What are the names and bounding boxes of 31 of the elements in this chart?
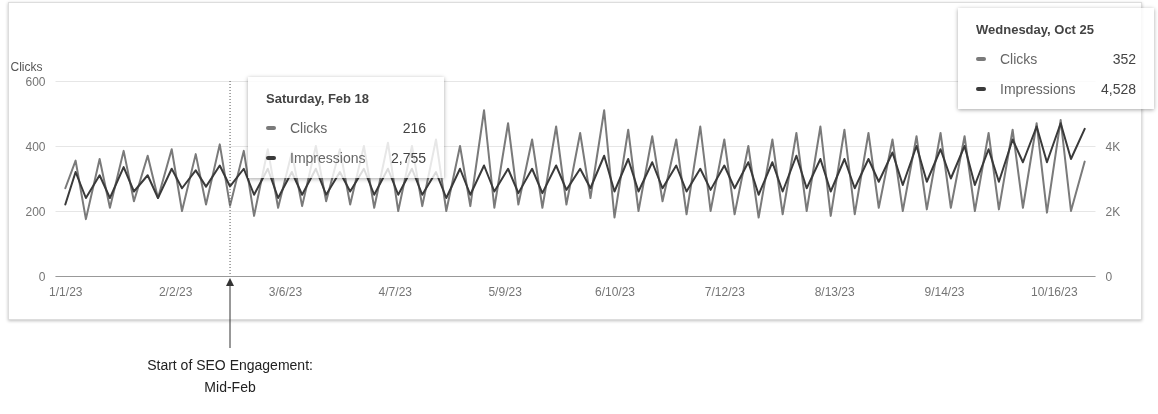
annotation: Saturday, Feb 18 [265, 90, 371, 106]
y-tick-label: 600 [25, 74, 46, 89]
annotation: 216 [402, 120, 426, 136]
x-tick-label: 8/13/23 [814, 284, 855, 299]
x-tick-label: 4/7/23 [378, 284, 413, 299]
y-tick-label: 200 [25, 204, 46, 219]
line-series [64, 122, 1086, 206]
text: Impressions [1000, 81, 1076, 97]
annotation: 2,755 [390, 150, 426, 166]
text: 4,528 [1100, 81, 1136, 97]
x-tick-label: 5/9/23 [488, 284, 523, 299]
x-tick-label: 10/16/23 [1030, 284, 1078, 299]
y-tick-label: 0 [38, 269, 46, 284]
ref-line-label: Start of SEO Engagement: Mid-Feb [146, 356, 314, 397]
y-axis-title: Clicks [10, 59, 43, 74]
x-tick-label: 6/10/23 [594, 284, 636, 299]
legend-label: Impressions [290, 150, 367, 166]
text: Clicks [1000, 51, 1038, 67]
text: Wednesday, Oct 25 [975, 21, 1095, 37]
legend-label: Clicks [290, 120, 329, 136]
text: 352 [1112, 51, 1136, 67]
y-tick-label: 400 [25, 139, 46, 154]
y2-tick-label: 4K [1105, 139, 1121, 154]
x-tick-label: 7/12/23 [704, 284, 746, 299]
x-tick-label: 1/1/23 [49, 284, 83, 299]
line-series [64, 109, 1086, 221]
y2-tick-label: 0 [1105, 269, 1113, 284]
x-tick-label: 2/2/23 [158, 284, 193, 299]
x-tick-label: 3/6/23 [268, 284, 303, 299]
x-tick-label: 9/14/23 [924, 284, 965, 299]
y2-tick-label: 2K [1105, 204, 1121, 219]
